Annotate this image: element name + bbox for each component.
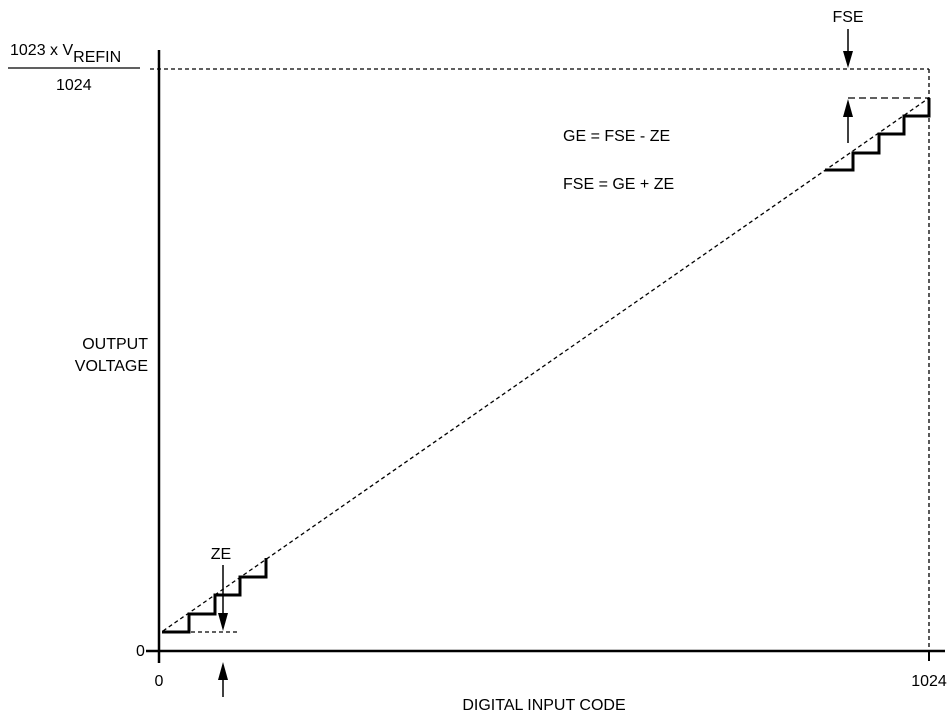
fse-arrow-head [843,51,853,68]
y-top-label: 1023 x VREFIN [10,42,121,66]
ideal-transfer-line [162,97,930,632]
fse-label: FSE [832,9,863,26]
ge-arrow-head [843,99,853,117]
y-top-label-subscript: REFIN [73,49,121,66]
x-end-label: 1024 [911,673,947,690]
y-axis-label-line1: OUTPUT [82,336,148,353]
ze-label: ZE [211,546,231,563]
x-axis-label: DIGITAL INPUT CODE [462,697,625,714]
y-top-label-prefix: 1023 x V [10,42,73,59]
equation-ge: GE = FSE - ZE [563,128,670,145]
x-zero-label: 0 [155,673,164,690]
y-top-label-denominator: 1024 [56,77,92,94]
upper-staircase [825,98,931,172]
y-axis-label-line2: VOLTAGE [75,358,148,375]
y-zero-label: 0 [136,643,145,660]
equation-fse: FSE = GE + ZE [563,176,674,193]
lower-staircase [162,558,268,634]
ze-arrow-head [218,613,228,631]
ze-up-arrow-head [218,662,228,680]
